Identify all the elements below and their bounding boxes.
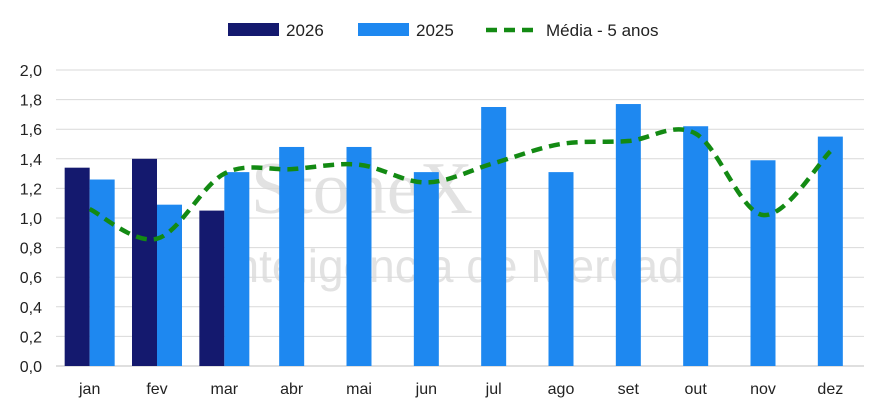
x-tick-label: fev <box>146 381 167 398</box>
y-tick-label: 1,4 <box>20 152 42 169</box>
bar-2025 <box>548 172 574 366</box>
y-tick-label: 1,0 <box>20 211 42 228</box>
bar-2025 <box>750 160 776 366</box>
average-line <box>88 127 832 242</box>
x-axis: jan fev mar abr mai jun jul ago set out nov dez <box>78 381 843 398</box>
legend-swatch-2025 <box>358 23 409 36</box>
x-tick-label: out <box>685 381 708 398</box>
bar-2025 <box>817 136 843 366</box>
y-tick-label: 1,6 <box>20 122 42 139</box>
bar-2025 <box>89 179 115 366</box>
y-tick-label: 2,0 <box>20 63 42 80</box>
bar-2025 <box>615 104 641 366</box>
y-tick-label: 0,6 <box>20 270 42 287</box>
y-tick-label: 0,0 <box>20 359 42 376</box>
x-tick-label: mar <box>211 381 239 398</box>
bar-2026 <box>132 158 157 366</box>
bar-2026 <box>64 167 90 366</box>
legend-label: 2025 <box>416 21 454 40</box>
y-tick-label: 1,2 <box>20 181 42 198</box>
y-tick-label: 1,8 <box>20 93 42 110</box>
bar-2025 <box>683 126 709 367</box>
x-tick-label: mai <box>346 381 372 398</box>
y-axis: 0,0 0,2 0,4 0,6 0,8 1,0 1,2 1,4 1,6 1,8 2,0 <box>20 63 42 376</box>
legend-label: Média - 5 anos <box>546 21 658 40</box>
y-tick-label: 0,2 <box>20 329 42 346</box>
gridlines <box>56 69 864 367</box>
bar-2025 <box>224 172 250 366</box>
y-tick-label: 0,8 <box>20 241 42 258</box>
x-tick-label: nov <box>750 381 776 398</box>
y-tick-label: 0,4 <box>20 300 42 317</box>
bar-2025 <box>413 172 439 366</box>
x-tick-label: abr <box>280 381 304 398</box>
average-line-layer <box>88 127 832 242</box>
x-tick-label: ago <box>548 381 575 398</box>
bar-2025 <box>279 146 305 366</box>
bars <box>64 104 843 367</box>
x-tick-label: dez <box>817 381 843 398</box>
bar-2025 <box>346 146 372 366</box>
legend-swatch-2026 <box>228 23 279 36</box>
legend-label: 2026 <box>286 21 324 40</box>
bar-2025 <box>157 204 182 366</box>
legend: 2026 2025 Média - 5 anos <box>228 21 658 40</box>
x-tick-label: jun <box>415 381 437 398</box>
x-tick-label: jan <box>78 381 100 398</box>
x-tick-label: set <box>618 381 640 398</box>
bar-2025 <box>481 107 507 366</box>
x-tick-label: jul <box>485 381 502 398</box>
bar-2026 <box>199 210 225 366</box>
